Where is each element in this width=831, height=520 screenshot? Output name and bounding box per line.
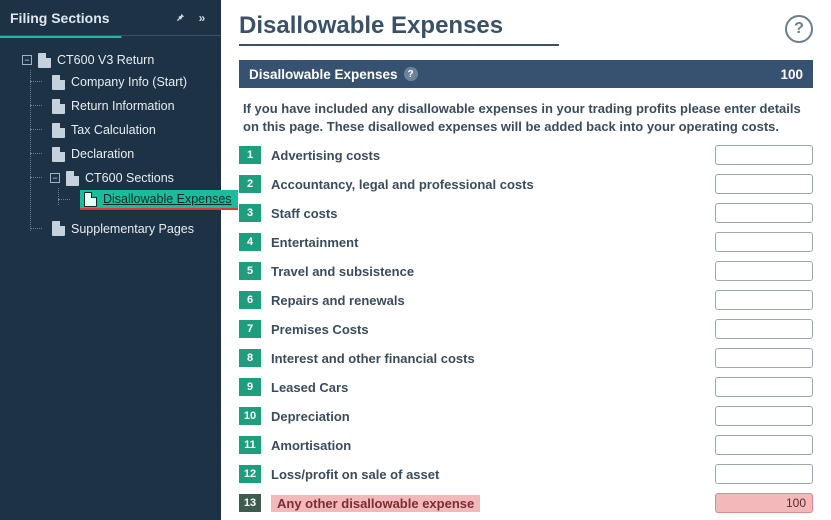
document-icon: [52, 123, 65, 138]
page-title-row: Disallowable Expenses ?: [239, 12, 813, 46]
row-value-input[interactable]: [715, 464, 813, 484]
row-value-input[interactable]: [715, 377, 813, 397]
tree-root[interactable]: − CT600 V3 Return: [24, 50, 215, 70]
tree-item-label: Disallowable Expenses: [103, 189, 232, 209]
row-number: 1: [239, 146, 261, 164]
row-number: 3: [239, 204, 261, 222]
tree-root-label: CT600 V3 Return: [57, 50, 154, 70]
row-value-input[interactable]: [715, 348, 813, 368]
help-icon[interactable]: ?: [785, 15, 813, 43]
row-label: Loss/profit on sale of asset: [271, 467, 439, 482]
expense-row: 6 Repairs and renewals: [239, 290, 813, 310]
tree-item-ct600-sections[interactable]: − CT600 Sections: [52, 168, 215, 188]
row-value-input[interactable]: [715, 406, 813, 426]
main-panel: Disallowable Expenses ? Disallowable Exp…: [221, 0, 831, 520]
tree-item-company-info[interactable]: Company Info (Start): [52, 72, 215, 92]
pin-icon[interactable]: [171, 9, 189, 27]
tree-item-label: Declaration: [71, 144, 134, 164]
section-title: Disallowable Expenses: [249, 67, 398, 82]
row-number: 2: [239, 175, 261, 193]
row-label: Leased Cars: [271, 380, 348, 395]
row-label: Interest and other financial costs: [271, 351, 475, 366]
document-icon: [52, 75, 65, 90]
collapse-icon[interactable]: −: [22, 55, 32, 65]
expense-row: 12 Loss/profit on sale of asset: [239, 464, 813, 484]
sidebar-header: Filing Sections »: [0, 0, 221, 36]
sidebar-accent-line: [0, 36, 221, 38]
expense-row: 5 Travel and subsistence: [239, 261, 813, 281]
row-value-input[interactable]: [715, 290, 813, 310]
document-icon: [66, 171, 79, 186]
row-value-input[interactable]: [715, 232, 813, 252]
row-number: 4: [239, 233, 261, 251]
row-number: 11: [239, 436, 261, 454]
expense-row: 11 Amortisation: [239, 435, 813, 455]
sidebar: Filing Sections » − CT600 V3 Return Comp…: [0, 0, 221, 520]
expense-rows: 1 Advertising costs 2 Accountancy, legal an…: [239, 145, 813, 519]
row-value-input[interactable]: [715, 261, 813, 281]
tree-item-label: Tax Calculation: [71, 120, 156, 140]
expense-row: 13 Any other disallowable expense: [239, 493, 813, 513]
expense-row: 1 Advertising costs: [239, 145, 813, 165]
expense-row: 7 Premises Costs: [239, 319, 813, 339]
row-label: Amortisation: [271, 438, 351, 453]
row-value-input[interactable]: [715, 319, 813, 339]
expense-row: 10 Depreciation: [239, 406, 813, 426]
row-label: Premises Costs: [271, 322, 369, 337]
section-help-icon[interactable]: ?: [404, 67, 418, 81]
tree-item-label: Supplementary Pages: [71, 219, 194, 239]
row-number: 6: [239, 291, 261, 309]
tree-item-declaration[interactable]: Declaration: [52, 144, 215, 164]
row-number: 5: [239, 262, 261, 280]
row-label: Depreciation: [271, 409, 350, 424]
row-value-input[interactable]: [715, 435, 813, 455]
row-value-input[interactable]: [715, 145, 813, 165]
row-number: 13: [239, 494, 261, 512]
expense-row: 4 Entertainment: [239, 232, 813, 252]
row-number: 8: [239, 349, 261, 367]
row-label: Accountancy, legal and professional cost…: [271, 177, 534, 192]
document-icon: [84, 192, 97, 207]
row-label: Repairs and renewals: [271, 293, 405, 308]
document-icon: [52, 147, 65, 162]
section-bar: Disallowable Expenses ? 100: [239, 60, 813, 88]
row-label: Advertising costs: [271, 148, 380, 163]
nav-tree: − CT600 V3 Return Company Info (Start) R…: [0, 48, 221, 253]
tree-item-label: Company Info (Start): [71, 72, 187, 92]
tree-item-label: Return Information: [71, 96, 175, 116]
row-number: 7: [239, 320, 261, 338]
document-icon: [38, 53, 51, 68]
expense-row: 2 Accountancy, legal and professional cos…: [239, 174, 813, 194]
chevron-right-icon[interactable]: »: [193, 9, 211, 27]
section-total: 100: [780, 67, 803, 82]
row-number: 12: [239, 465, 261, 483]
row-number: 10: [239, 407, 261, 425]
row-value-input[interactable]: [715, 203, 813, 223]
row-number: 9: [239, 378, 261, 396]
row-value-input[interactable]: [715, 174, 813, 194]
row-label: Travel and subsistence: [271, 264, 414, 279]
page-title: Disallowable Expenses: [239, 12, 559, 46]
tree-item-label: CT600 Sections: [85, 168, 174, 188]
expense-row: 8 Interest and other financial costs: [239, 348, 813, 368]
document-icon: [52, 99, 65, 114]
intro-text: If you have included any disallowable ex…: [239, 88, 813, 145]
tree-item-supplementary-pages[interactable]: Supplementary Pages: [52, 219, 215, 239]
document-icon: [52, 221, 65, 236]
expense-row: 3 Staff costs: [239, 203, 813, 223]
row-label: Any other disallowable expense: [271, 495, 480, 512]
collapse-icon[interactable]: −: [50, 173, 60, 183]
row-value-input[interactable]: [715, 493, 813, 513]
row-label: Staff costs: [271, 206, 337, 221]
tree-item-disallowable-expenses[interactable]: Disallowable Expenses: [80, 190, 238, 210]
row-label: Entertainment: [271, 235, 358, 250]
expense-row: 9 Leased Cars: [239, 377, 813, 397]
tree-item-return-information[interactable]: Return Information: [52, 96, 215, 116]
sidebar-title: Filing Sections: [10, 10, 110, 26]
tree-item-tax-calculation[interactable]: Tax Calculation: [52, 120, 215, 140]
